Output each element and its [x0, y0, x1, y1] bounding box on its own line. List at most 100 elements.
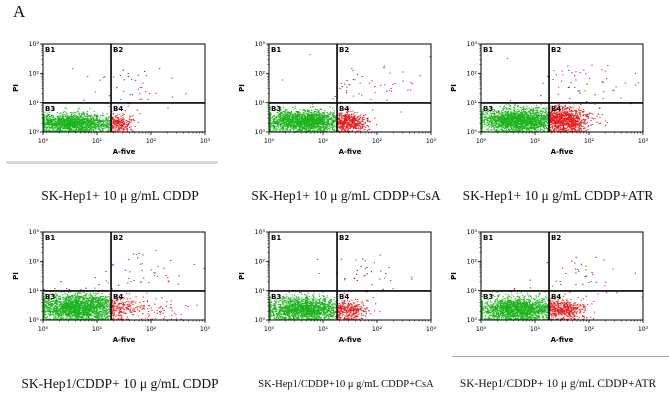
svg-text:B2: B2 — [113, 234, 123, 242]
svg-text:B2: B2 — [551, 46, 561, 54]
svg-text:10⁰: 10⁰ — [38, 326, 49, 333]
svg-text:B3: B3 — [45, 105, 55, 113]
svg-text:10¹: 10¹ — [467, 288, 478, 295]
svg-text:B4: B4 — [551, 105, 561, 113]
svg-text:10³: 10³ — [426, 138, 437, 145]
scatter-plot-4: 10⁰ 10⁰ 10¹ 10¹ 10² 10² 10³ 10³ B1 B2 B3 B4 A-five PI — [12, 229, 211, 344]
plot-caption-4: SK-Hep1/CDDP+ 10 μ g/mL CDDP — [21, 376, 219, 391]
svg-text:PI: PI — [450, 84, 458, 92]
svg-text:10⁰: 10⁰ — [255, 317, 266, 324]
svg-text:10³: 10³ — [200, 326, 211, 333]
svg-text:B4: B4 — [551, 293, 561, 301]
svg-text:10¹: 10¹ — [255, 100, 266, 107]
svg-text:10¹: 10¹ — [92, 138, 103, 145]
svg-text:B4: B4 — [339, 293, 349, 301]
svg-text:10¹: 10¹ — [530, 138, 541, 145]
svg-text:10⁰: 10⁰ — [255, 129, 266, 136]
svg-text:10⁰: 10⁰ — [29, 317, 40, 324]
svg-text:10²: 10² — [29, 71, 40, 78]
plot-caption-2: SK-Hep1+ 10 μ g/mL CDDP+CsA — [251, 188, 441, 203]
svg-text:10²: 10² — [467, 259, 478, 266]
svg-text:10³: 10³ — [467, 229, 478, 236]
svg-text:B2: B2 — [339, 46, 349, 54]
svg-text:B2: B2 — [113, 46, 123, 54]
svg-text:10²: 10² — [29, 259, 40, 266]
svg-text:10⁰: 10⁰ — [467, 129, 478, 136]
svg-text:A-five: A-five — [339, 148, 362, 156]
svg-text:10²: 10² — [146, 326, 157, 333]
plot-caption-6: SK-Hep1/CDDP+ 10 μ g/mL CDDP+ATR — [459, 378, 657, 390]
svg-text:B3: B3 — [271, 105, 281, 113]
flow-plot-4: 10⁰ 10⁰ 10¹ 10¹ 10² 10² 10³ 10³ B1 B2 B3 B4 A-five PI — [10, 228, 220, 354]
svg-text:10¹: 10¹ — [530, 326, 541, 333]
flow-plot-1: 10⁰ 10⁰ 10¹ 10¹ 10² 10² 10³ 10³ B1 B2 B3 B4 A-five PI — [10, 40, 220, 166]
scatter-plot-1: 10⁰ 10⁰ 10¹ 10¹ 10² 10² 10³ 10³ B1 B2 B3 B4 A-five PI — [12, 41, 211, 156]
underline-artifact-2 — [452, 356, 669, 357]
svg-text:10¹: 10¹ — [318, 326, 329, 333]
svg-text:10¹: 10¹ — [29, 100, 40, 107]
svg-text:A-five: A-five — [339, 336, 362, 344]
scatter-plot-5: 10⁰ 10⁰ 10¹ 10¹ 10² 10² 10³ 10³ B1 B2 B3 B4 A-five PI — [238, 229, 437, 344]
svg-text:B4: B4 — [113, 293, 123, 301]
svg-text:B3: B3 — [271, 293, 281, 301]
svg-text:PI: PI — [12, 84, 20, 92]
flow-plot-6: 10⁰ 10⁰ 10¹ 10¹ 10² 10² 10³ 10³ B1 B2 B3 B4 A-five PI — [448, 228, 658, 354]
svg-text:10²: 10² — [372, 138, 383, 145]
svg-text:10³: 10³ — [255, 229, 266, 236]
svg-text:10³: 10³ — [29, 41, 40, 48]
svg-text:B4: B4 — [339, 105, 349, 113]
svg-text:10³: 10³ — [255, 41, 266, 48]
svg-text:B1: B1 — [483, 234, 493, 242]
svg-text:B3: B3 — [45, 293, 55, 301]
svg-text:B2: B2 — [339, 234, 349, 242]
svg-text:10³: 10³ — [638, 326, 649, 333]
svg-text:B1: B1 — [271, 46, 281, 54]
svg-text:A-five: A-five — [551, 148, 574, 156]
svg-text:10²: 10² — [146, 138, 157, 145]
svg-text:10³: 10³ — [200, 138, 211, 145]
svg-text:B2: B2 — [551, 234, 561, 242]
svg-text:A-five: A-five — [551, 336, 574, 344]
svg-text:PI: PI — [12, 272, 20, 280]
svg-text:10¹: 10¹ — [92, 326, 103, 333]
svg-text:10¹: 10¹ — [467, 100, 478, 107]
plot-caption-5: SK-Hep1/CDDP+10 μ g/mL CDDP+CsA — [258, 379, 434, 390]
svg-text:PI: PI — [238, 272, 246, 280]
scatter-plot-3: 10⁰ 10⁰ 10¹ 10¹ 10² 10² 10³ 10³ B1 B2 B3 B4 A-five PI — [450, 41, 649, 156]
svg-text:A-five: A-five — [113, 148, 136, 156]
svg-text:10²: 10² — [372, 326, 383, 333]
svg-text:10²: 10² — [467, 71, 478, 78]
svg-text:10³: 10³ — [426, 326, 437, 333]
svg-text:10⁰: 10⁰ — [467, 317, 478, 324]
svg-text:B3: B3 — [483, 105, 493, 113]
svg-text:B1: B1 — [45, 234, 55, 242]
scatter-plot-2: 10⁰ 10⁰ 10¹ 10¹ 10² 10² 10³ 10³ B1 B2 B3 B4 A-five PI — [238, 41, 437, 156]
svg-text:10⁰: 10⁰ — [264, 138, 275, 145]
svg-text:B1: B1 — [483, 46, 493, 54]
svg-text:10²: 10² — [584, 326, 595, 333]
flow-plot-5: 10⁰ 10⁰ 10¹ 10¹ 10² 10² 10³ 10³ B1 B2 B3 B4 A-five PI — [236, 228, 446, 354]
svg-text:PI: PI — [450, 272, 458, 280]
svg-text:10²: 10² — [255, 71, 266, 78]
svg-text:10³: 10³ — [638, 138, 649, 145]
plot-caption-1: SK-Hep1+ 10 μ g/mL CDDP — [41, 188, 199, 203]
svg-text:10²: 10² — [584, 138, 595, 145]
svg-text:10¹: 10¹ — [255, 288, 266, 295]
svg-text:10³: 10³ — [29, 229, 40, 236]
svg-text:10⁰: 10⁰ — [29, 129, 40, 136]
svg-text:10¹: 10¹ — [29, 288, 40, 295]
flow-plot-2: 10⁰ 10⁰ 10¹ 10¹ 10² 10² 10³ 10³ B1 B2 B3 B4 A-five PI — [236, 40, 446, 166]
svg-text:A-five: A-five — [113, 336, 136, 344]
svg-text:10²: 10² — [255, 259, 266, 266]
svg-text:10⁰: 10⁰ — [38, 138, 49, 145]
svg-text:10³: 10³ — [467, 41, 478, 48]
svg-text:PI: PI — [238, 84, 246, 92]
scatter-plot-6: 10⁰ 10⁰ 10¹ 10¹ 10² 10² 10³ 10³ B1 B2 B3 B4 A-five PI — [450, 229, 649, 344]
svg-text:10⁰: 10⁰ — [476, 138, 487, 145]
svg-text:B4: B4 — [113, 105, 123, 113]
svg-text:10⁰: 10⁰ — [476, 326, 487, 333]
figure-label: A — [13, 2, 26, 21]
svg-text:B1: B1 — [271, 234, 281, 242]
svg-text:B3: B3 — [483, 293, 493, 301]
